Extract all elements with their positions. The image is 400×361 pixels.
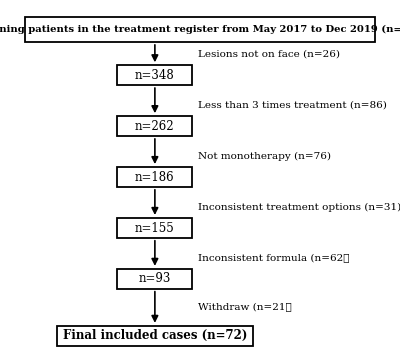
Text: Not monotherapy (n=76): Not monotherapy (n=76): [198, 152, 331, 161]
Text: Lesions not on face (n=26): Lesions not on face (n=26): [198, 50, 340, 59]
FancyBboxPatch shape: [25, 17, 375, 42]
Text: Final included cases (n=72): Final included cases (n=72): [63, 330, 247, 343]
Text: Screening patients in the treatment register from May 2017 to Dec 2019 (n= 374): Screening patients in the treatment regi…: [0, 25, 400, 34]
Text: n=348: n=348: [135, 69, 175, 82]
FancyBboxPatch shape: [117, 65, 192, 85]
FancyBboxPatch shape: [117, 269, 192, 289]
Text: n=186: n=186: [135, 171, 175, 184]
FancyBboxPatch shape: [117, 218, 192, 238]
Text: n=155: n=155: [135, 222, 175, 235]
FancyBboxPatch shape: [117, 116, 192, 136]
Text: n=93: n=93: [139, 273, 171, 286]
Text: Inconsistent formula (n=62）: Inconsistent formula (n=62）: [198, 253, 350, 262]
Text: Inconsistent treatment options (n=31): Inconsistent treatment options (n=31): [198, 203, 400, 212]
Text: Withdraw (n=21）: Withdraw (n=21）: [198, 303, 292, 312]
Text: n=262: n=262: [135, 120, 175, 133]
FancyBboxPatch shape: [57, 326, 253, 346]
FancyBboxPatch shape: [117, 167, 192, 187]
Text: Less than 3 times treatment (n=86): Less than 3 times treatment (n=86): [198, 101, 387, 110]
